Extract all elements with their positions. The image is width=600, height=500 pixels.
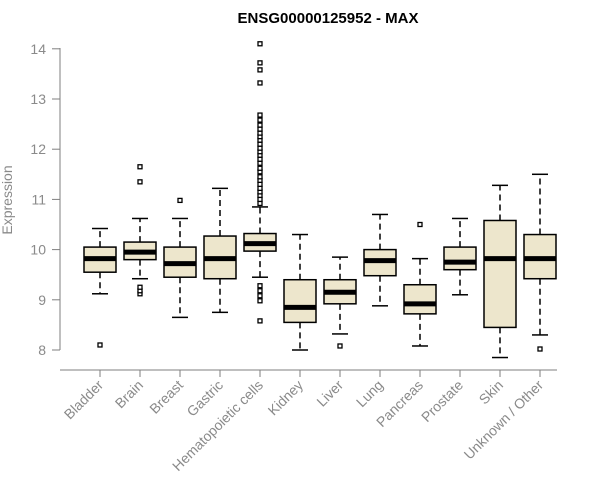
outlier-point xyxy=(257,122,263,128)
box-group xyxy=(403,221,437,347)
y-axis-ticks: 8 9 10 11 12 13 14 xyxy=(30,41,60,358)
outlier-point xyxy=(257,117,263,123)
x-tick-label: Bladder xyxy=(61,377,107,423)
outlier-point xyxy=(257,41,263,47)
outlier-point xyxy=(137,284,143,290)
box-group xyxy=(283,233,317,351)
outlier-point xyxy=(257,112,263,118)
box-group xyxy=(163,197,197,319)
box-iqr xyxy=(443,246,477,271)
y-tick-label: 14 xyxy=(30,41,46,57)
box-group xyxy=(123,164,157,297)
outlier-point xyxy=(257,298,263,304)
x-tick-label: Kidney xyxy=(265,377,307,419)
outlier-point xyxy=(417,221,423,228)
outlier-point xyxy=(257,174,263,180)
y-tick-label: 8 xyxy=(38,342,46,358)
outlier-point xyxy=(257,80,263,86)
box-group xyxy=(483,184,517,359)
outlier-point xyxy=(257,288,263,294)
box-iqr xyxy=(283,278,317,324)
outlier-point xyxy=(137,164,143,170)
x-tick-label: Prostate xyxy=(418,377,466,425)
outlier-point xyxy=(137,179,143,185)
box-group xyxy=(203,187,237,314)
outlier-point xyxy=(337,343,343,349)
x-tick-label: Skin xyxy=(476,377,507,408)
outlier-point xyxy=(257,283,263,289)
y-tick-label: 13 xyxy=(30,91,46,107)
x-tick-label: Breast xyxy=(146,377,186,417)
outlier-point xyxy=(257,318,263,324)
box-group xyxy=(323,256,357,349)
x-tick-label: Liver xyxy=(313,377,346,410)
box-group xyxy=(523,173,557,352)
box-group xyxy=(363,213,397,307)
box-group xyxy=(83,227,117,348)
box-iqr xyxy=(483,219,517,329)
outlier-point xyxy=(257,293,263,299)
box-group xyxy=(443,217,477,296)
outlier-point xyxy=(177,197,183,204)
x-tick-label: Lung xyxy=(353,377,386,410)
y-tick-label: 11 xyxy=(31,191,46,207)
x-tick-label: Brain xyxy=(112,377,146,411)
y-axis-label: Expression xyxy=(0,165,15,234)
y-tick-label: 9 xyxy=(38,292,46,308)
outlier-point xyxy=(257,60,263,66)
y-tick-label: 10 xyxy=(30,242,46,258)
outlier-point xyxy=(97,342,103,348)
box-series xyxy=(83,41,557,359)
chart-title: ENSG00000125952 - MAX xyxy=(238,10,419,27)
y-tick-label: 12 xyxy=(30,141,46,157)
box-iqr xyxy=(403,283,437,315)
box-group xyxy=(243,41,277,324)
outlier-point xyxy=(537,346,543,352)
outlier-point xyxy=(257,67,263,73)
outlier-point xyxy=(257,165,263,171)
